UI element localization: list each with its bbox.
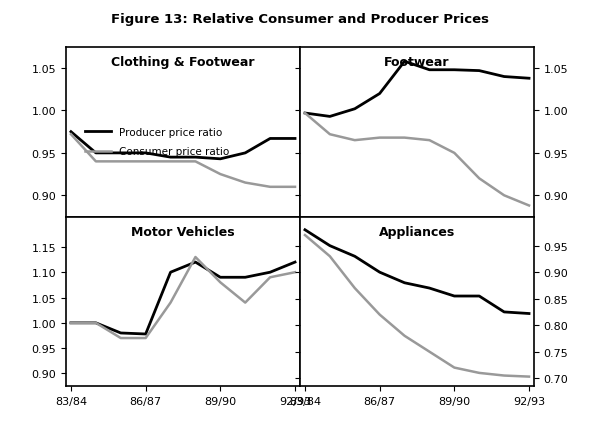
Text: Clothing & Footwear: Clothing & Footwear — [111, 56, 255, 69]
Legend: Producer price ratio, Consumer price ratio: Producer price ratio, Consumer price rat… — [80, 123, 233, 161]
Text: Footwear: Footwear — [384, 56, 450, 69]
Text: Appliances: Appliances — [379, 226, 455, 238]
Text: Figure 13: Relative Consumer and Producer Prices: Figure 13: Relative Consumer and Produce… — [111, 13, 489, 26]
Text: Motor Vehicles: Motor Vehicles — [131, 226, 235, 238]
